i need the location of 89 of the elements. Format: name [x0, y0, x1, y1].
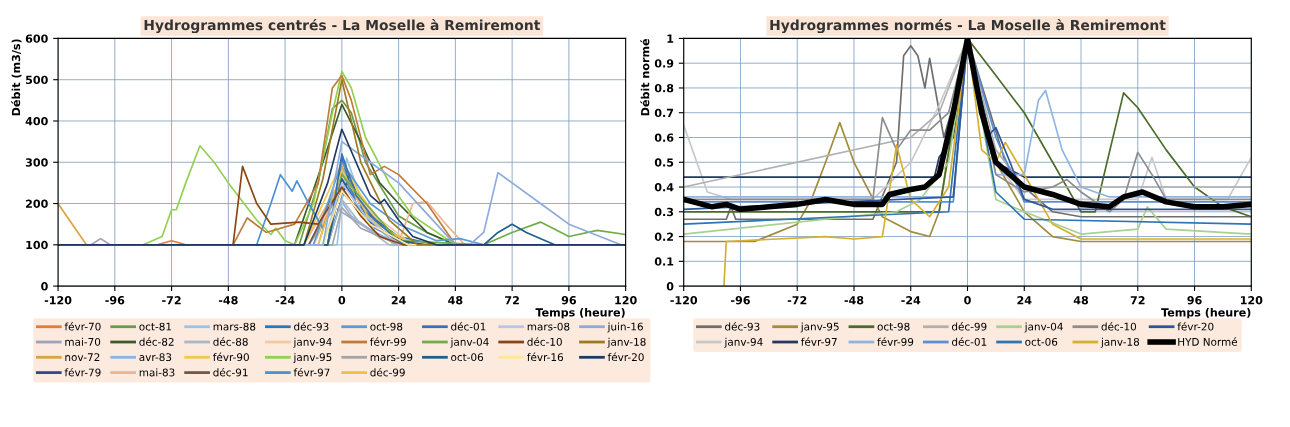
y-tick-label: 0.2 [654, 232, 674, 241]
x-tick-label: 48 [1073, 296, 1089, 305]
x-tick-label: -96 [105, 296, 125, 305]
legend-label: déc-93 [294, 322, 329, 331]
x-tick-label: 96 [1187, 296, 1202, 305]
legend-label: mai-70 [65, 337, 101, 346]
x-tick-label: -48 [218, 296, 238, 305]
x-tick-label: -120 [670, 296, 698, 305]
x-tick-label: -48 [844, 296, 864, 305]
x-tick-label: 120 [615, 296, 637, 305]
legend-label: déc-82 [139, 337, 174, 346]
legend-label: déc-99 [952, 322, 987, 331]
legend-label: janv-04 [1024, 322, 1063, 333]
legend-label: janv-95 [293, 353, 332, 364]
legend-label: mai-83 [139, 368, 175, 377]
x-tick-label: 96 [561, 296, 577, 305]
legend-label: avr-83 [139, 353, 172, 362]
x-tick-label: 72 [1130, 296, 1145, 305]
legend-label: févr-97 [801, 337, 837, 346]
y-tick-label: 0.9 [654, 59, 674, 68]
x-axis-title: Temps (heure) [1161, 307, 1251, 319]
y-tick-label: 0.8 [654, 83, 674, 93]
chart-title: Hydrogrammes normés - La Moselle à Remiremont [770, 18, 1166, 34]
x-tick-label: 24 [391, 296, 406, 305]
y-tick-label: 200 [26, 199, 48, 208]
x-tick-label: -24 [901, 296, 921, 305]
x-tick-label: -72 [162, 296, 181, 305]
legend-label: déc-10 [1101, 322, 1137, 331]
y-tick-label: 1 [667, 34, 674, 43]
legend-label: déc-01 [952, 337, 987, 346]
x-axis-title: Temps (heure) [535, 307, 625, 319]
y-tick-label: 0.1 [654, 257, 674, 266]
y-axis-title: Débit (m3/s) [11, 39, 22, 116]
y-tick-label: 400 [25, 116, 48, 126]
chart-title: Hydrogrammes centrés - La Moselle à Remiremont [144, 18, 541, 34]
legend-label: HYD Normé [1178, 337, 1238, 346]
y-tick-label: 0.5 [654, 158, 674, 167]
legend-label: déc-10 [527, 337, 562, 346]
legend-label: janv-95 [800, 322, 839, 333]
legend-label: déc-91 [213, 367, 248, 377]
y-axis-title: Débit normé [640, 38, 650, 116]
legend-label: oct-98 [370, 322, 403, 331]
y-tick-label: 0.3 [654, 207, 674, 217]
legend-label: févr-20 [1177, 322, 1214, 331]
legend-label: mars-08 [527, 322, 570, 331]
legend-label: déc-88 [213, 337, 248, 346]
x-tick-label: 0 [964, 296, 971, 305]
legend-label: oct-81 [139, 322, 172, 331]
legend-label: oct-06 [1025, 337, 1058, 346]
legend-label: févr-99 [370, 337, 406, 346]
y-tick-label: 0 [41, 282, 48, 291]
y-tick-label: 500 [25, 75, 48, 85]
legend-label: oct-98 [877, 322, 910, 331]
y-tick-label: 100 [26, 240, 48, 250]
x-tick-label: -72 [787, 296, 807, 305]
legend-label: févr-79 [64, 367, 101, 377]
x-tick-label: 24 [1017, 296, 1032, 305]
legend-label: nov-72 [65, 353, 100, 362]
y-tick-label: 0.6 [654, 133, 674, 142]
x-tick-label: 72 [505, 296, 519, 305]
legend-label: févr-20 [607, 352, 644, 362]
legend-label: déc-99 [370, 367, 405, 377]
legend-label: févr-99 [877, 337, 914, 346]
legend-label: janv-94 [293, 337, 332, 348]
x-tick-label: -120 [44, 296, 72, 305]
legend-label: déc-01 [451, 322, 486, 331]
x-tick-label: 48 [448, 296, 463, 305]
x-tick-label: 0 [338, 296, 346, 305]
legend-label: févr-90 [212, 352, 249, 362]
x-tick-label: 120 [1240, 296, 1263, 305]
legend-label: janv-04 [450, 337, 489, 348]
legend-label: févr-70 [64, 322, 101, 331]
legend-label: mars-88 [213, 322, 256, 331]
y-tick-label: 0.7 [654, 108, 674, 118]
legend-label: mars-99 [370, 353, 413, 362]
y-tick-label: 0.4 [654, 183, 674, 192]
legend-label: févr-16 [527, 352, 564, 362]
y-tick-label: 0 [666, 282, 674, 291]
y-tick-label: 600 [25, 34, 48, 43]
y-tick-label: 300 [25, 158, 48, 167]
x-tick-label: -96 [731, 296, 750, 305]
legend-label: janv-18 [1100, 337, 1140, 348]
legend-label: janv-18 [607, 337, 646, 348]
legend-label: janv-94 [724, 337, 763, 348]
legend-label: févr-97 [293, 367, 330, 377]
legend-label: oct-06 [451, 353, 484, 362]
legend-label: juin-16 [607, 322, 643, 333]
legend-label: déc-93 [725, 322, 760, 331]
x-tick-label: -24 [275, 296, 295, 305]
